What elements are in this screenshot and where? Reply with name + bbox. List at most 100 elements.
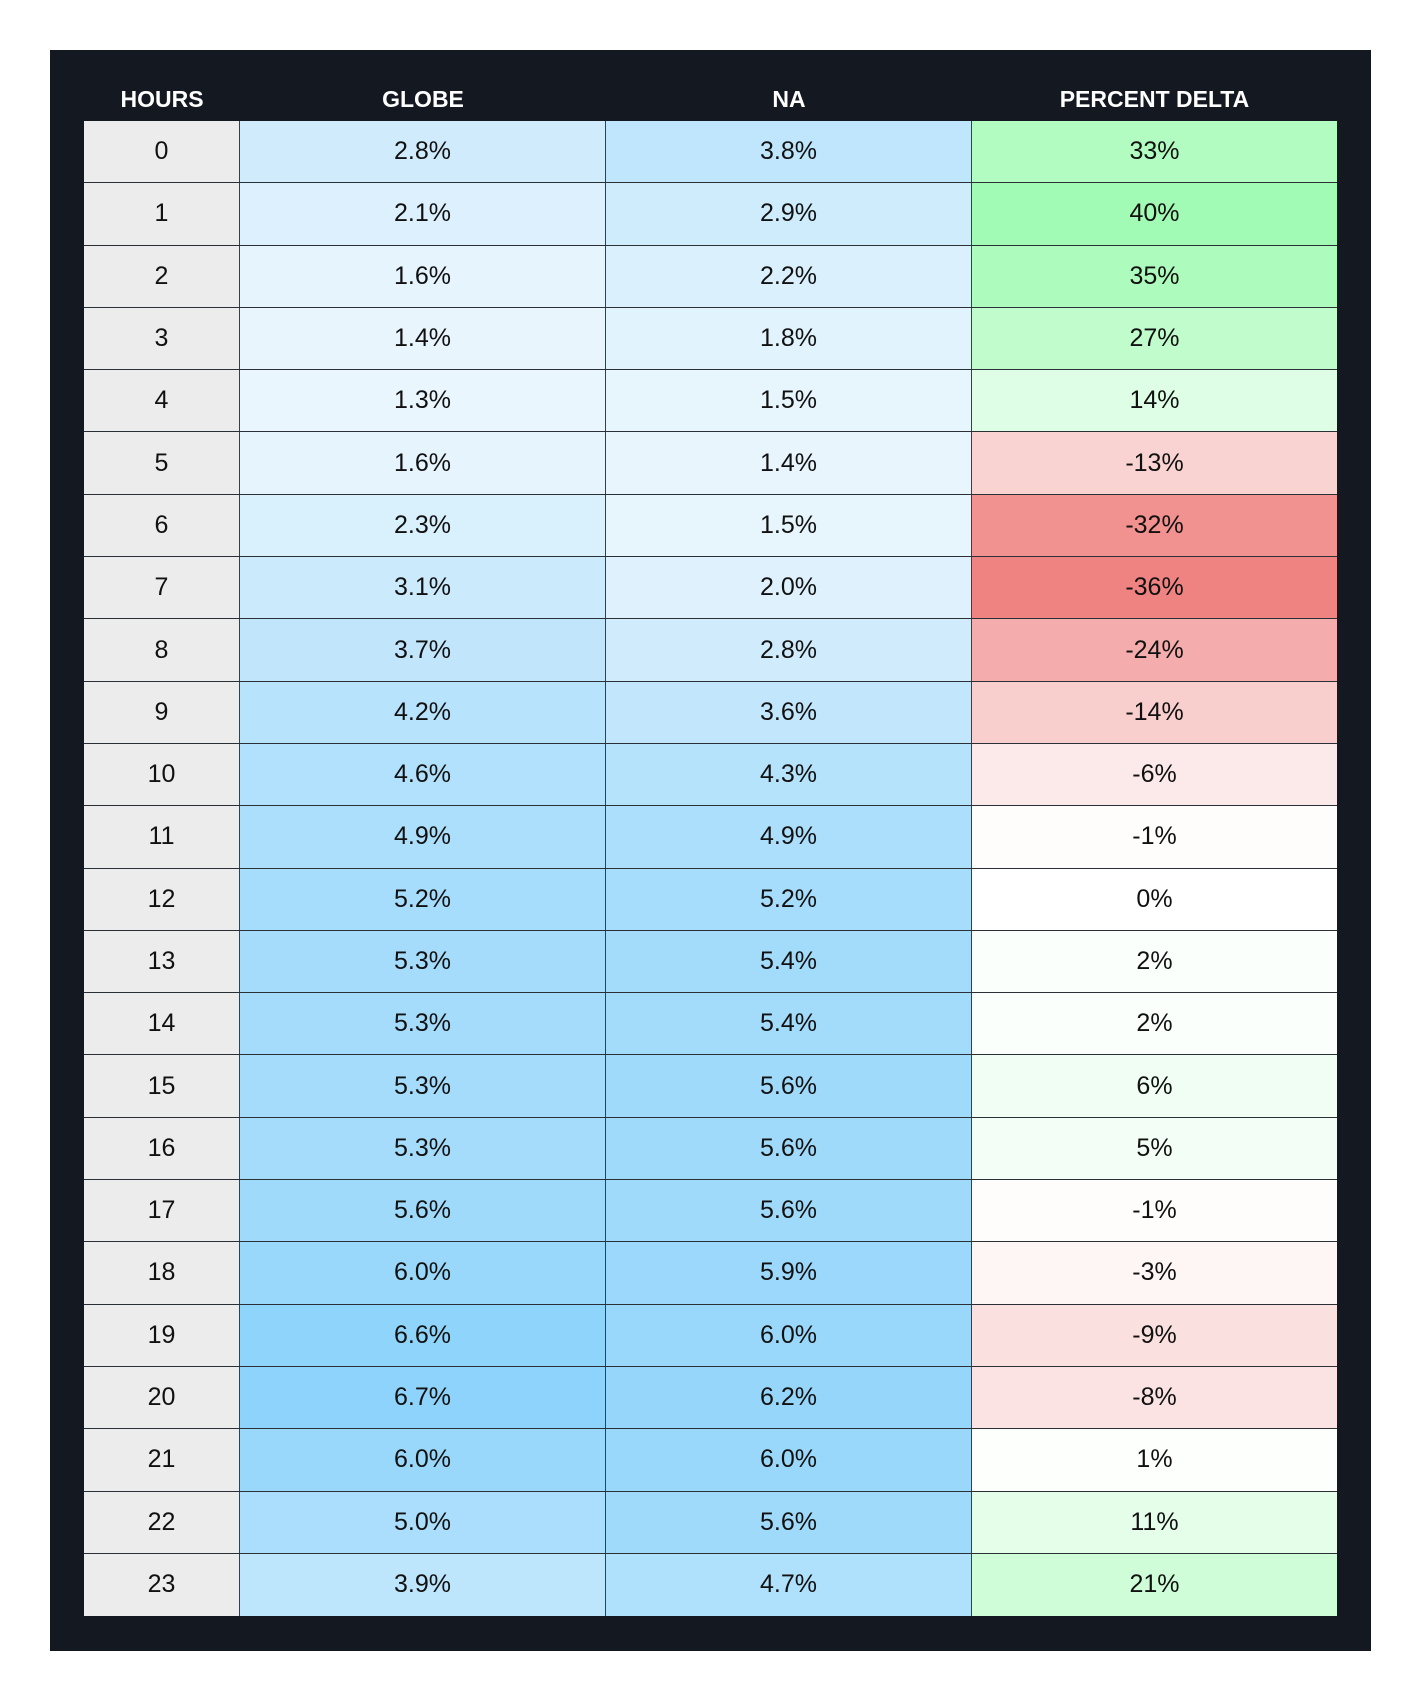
table-row: 1 2.1% 2.9% 40% bbox=[84, 183, 1337, 246]
globe-cell: 1.6% bbox=[240, 245, 606, 307]
na-cell: 1.5% bbox=[606, 370, 972, 432]
table-row: 19 6.6% 6.0% -9% bbox=[84, 1304, 1337, 1367]
percent-delta-cell: 21% bbox=[972, 1553, 1337, 1617]
na-cell: 5.6% bbox=[606, 1491, 972, 1553]
table-row: 21 6.0% 6.0% 1% bbox=[84, 1429, 1337, 1492]
na-cell: 1.5% bbox=[606, 494, 972, 557]
header-globe: GLOBE bbox=[382, 86, 464, 112]
na-cell: 1.4% bbox=[606, 432, 972, 494]
na-cell: 4.7% bbox=[606, 1553, 972, 1617]
na-cell: 2.8% bbox=[606, 619, 972, 681]
hours-cell: 1 bbox=[84, 183, 240, 245]
table-row: 17 5.6% 5.6% -1% bbox=[84, 1180, 1337, 1243]
hours-cell: 18 bbox=[84, 1242, 240, 1304]
table-row: 16 5.3% 5.6% 5% bbox=[84, 1117, 1337, 1181]
header-na: NA bbox=[772, 86, 806, 112]
percent-delta-cell: -32% bbox=[972, 494, 1337, 557]
percent-delta-cell: -36% bbox=[972, 557, 1337, 619]
globe-cell: 6.0% bbox=[240, 1242, 606, 1304]
percent-delta-cell: 14% bbox=[972, 370, 1337, 432]
globe-cell: 6.6% bbox=[240, 1304, 606, 1366]
na-cell: 4.3% bbox=[606, 743, 972, 806]
globe-cell: 2.8% bbox=[240, 121, 606, 183]
globe-cell: 3.7% bbox=[240, 619, 606, 681]
globe-cell: 6.0% bbox=[240, 1429, 606, 1491]
percent-delta-cell: -6% bbox=[972, 743, 1337, 806]
table-row: 3 1.4% 1.8% 27% bbox=[84, 307, 1337, 371]
percent-delta-cell: 33% bbox=[972, 121, 1337, 183]
na-cell: 5.4% bbox=[606, 930, 972, 993]
table-header: HOURS GLOBE NA PERCENT DELTA bbox=[84, 70, 1337, 121]
hours-cell: 15 bbox=[84, 1055, 240, 1117]
globe-cell: 4.2% bbox=[240, 681, 606, 743]
hours-cell: 2 bbox=[84, 245, 240, 307]
percent-delta-cell: 5% bbox=[972, 1117, 1337, 1180]
percent-delta-cell: -9% bbox=[972, 1304, 1337, 1366]
percent-delta-cell: 2% bbox=[972, 930, 1337, 993]
percent-delta-cell: -24% bbox=[972, 619, 1337, 681]
hours-cell: 10 bbox=[84, 743, 240, 806]
table-row: 22 5.0% 5.6% 11% bbox=[84, 1491, 1337, 1554]
hours-cell: 21 bbox=[84, 1429, 240, 1491]
globe-cell: 2.1% bbox=[240, 183, 606, 245]
percent-delta-cell: -13% bbox=[972, 432, 1337, 494]
globe-cell: 5.3% bbox=[240, 1117, 606, 1180]
table-row: 18 6.0% 5.9% -3% bbox=[84, 1242, 1337, 1305]
globe-cell: 5.2% bbox=[240, 868, 606, 930]
na-cell: 6.0% bbox=[606, 1429, 972, 1491]
table-row: 12 5.2% 5.2% 0% bbox=[84, 868, 1337, 931]
table-row: 8 3.7% 2.8% -24% bbox=[84, 619, 1337, 682]
na-cell: 5.6% bbox=[606, 1180, 972, 1242]
na-cell: 2.2% bbox=[606, 245, 972, 307]
table-row: 5 1.6% 1.4% -13% bbox=[84, 432, 1337, 495]
na-cell: 4.9% bbox=[606, 806, 972, 868]
na-cell: 5.6% bbox=[606, 1055, 972, 1117]
percent-delta-cell: 1% bbox=[972, 1429, 1337, 1491]
percent-delta-cell: 6% bbox=[972, 1055, 1337, 1117]
hours-cell: 16 bbox=[84, 1117, 240, 1180]
table-row: 7 3.1% 2.0% -36% bbox=[84, 557, 1337, 620]
table-row: 14 5.3% 5.4% 2% bbox=[84, 993, 1337, 1056]
percent-delta-cell: -3% bbox=[972, 1242, 1337, 1304]
hours-cell: 3 bbox=[84, 307, 240, 370]
header-percent-delta: PERCENT DELTA bbox=[1059, 86, 1250, 112]
table-row: 4 1.3% 1.5% 14% bbox=[84, 370, 1337, 433]
percent-delta-cell: 40% bbox=[972, 183, 1337, 245]
na-cell: 5.2% bbox=[606, 868, 972, 930]
percent-delta-cell: -1% bbox=[972, 806, 1337, 868]
hours-cell: 11 bbox=[84, 806, 240, 868]
table-row: 9 4.2% 3.6% -14% bbox=[84, 681, 1337, 744]
hours-cell: 20 bbox=[84, 1366, 240, 1429]
na-cell: 2.0% bbox=[606, 557, 972, 619]
hours-cell: 9 bbox=[84, 681, 240, 743]
na-cell: 1.8% bbox=[606, 307, 972, 370]
hours-cell: 14 bbox=[84, 993, 240, 1055]
table-row: 13 5.3% 5.4% 2% bbox=[84, 930, 1337, 994]
hours-cell: 22 bbox=[84, 1491, 240, 1553]
hours-cell: 7 bbox=[84, 557, 240, 619]
globe-cell: 3.9% bbox=[240, 1553, 606, 1617]
hours-cell: 23 bbox=[84, 1553, 240, 1617]
table-row: 20 6.7% 6.2% -8% bbox=[84, 1366, 1337, 1430]
table-row: 6 2.3% 1.5% -32% bbox=[84, 494, 1337, 558]
na-cell: 3.8% bbox=[606, 121, 972, 183]
globe-cell: 3.1% bbox=[240, 557, 606, 619]
na-cell: 5.9% bbox=[606, 1242, 972, 1304]
percent-delta-cell: 27% bbox=[972, 307, 1337, 370]
table-row: 10 4.6% 4.3% -6% bbox=[84, 743, 1337, 807]
globe-cell: 5.3% bbox=[240, 1055, 606, 1117]
hourly-comparison-table: HOURS GLOBE NA PERCENT DELTA 0 2.8% 3.8% 33… bbox=[84, 70, 1337, 1617]
hours-cell: 6 bbox=[84, 494, 240, 557]
percent-delta-cell: 11% bbox=[972, 1491, 1337, 1553]
hours-cell: 17 bbox=[84, 1180, 240, 1242]
globe-cell: 5.3% bbox=[240, 993, 606, 1055]
na-cell: 6.0% bbox=[606, 1304, 972, 1366]
percent-delta-cell: -1% bbox=[972, 1180, 1337, 1242]
percent-delta-cell: -8% bbox=[972, 1366, 1337, 1429]
na-cell: 2.9% bbox=[606, 183, 972, 245]
na-cell: 6.2% bbox=[606, 1366, 972, 1429]
globe-cell: 5.3% bbox=[240, 930, 606, 993]
percent-delta-cell: 0% bbox=[972, 868, 1337, 930]
table-row: 23 3.9% 4.7% 21% bbox=[84, 1553, 1337, 1617]
globe-cell: 1.4% bbox=[240, 307, 606, 370]
